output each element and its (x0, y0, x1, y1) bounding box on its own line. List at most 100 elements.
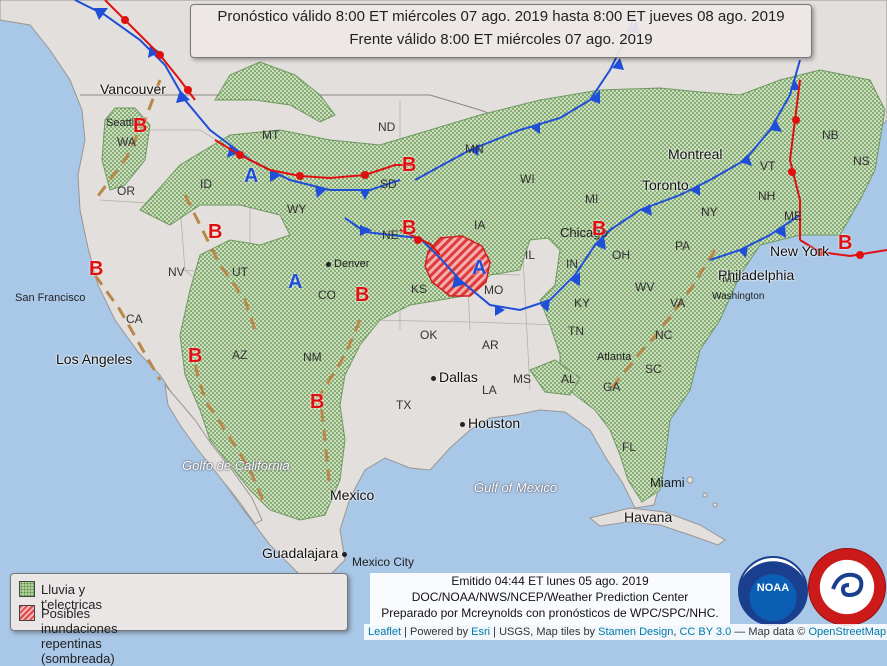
weather-map[interactable]: WA OR CA ID NV MT WY UT AZ CO NM ND SD N… (0, 0, 887, 640)
warm-front-atlantic (799, 239, 887, 258)
state-label-il: IL (525, 248, 536, 262)
state-label-tn: TN (568, 324, 584, 338)
city-label-dallas: Dallas (431, 370, 478, 384)
trough-california (93, 274, 162, 381)
high-pressure-colorado: A (288, 271, 303, 293)
state-label-oh: OH (612, 248, 630, 262)
city-label-havana: Havana (624, 509, 673, 525)
osm-link[interactable]: OpenStreetMap (808, 626, 887, 638)
warm-front-northeast (788, 79, 801, 240)
esri-link[interactable]: Esri (471, 626, 491, 638)
low-pressure-dakota: B (402, 154, 417, 176)
state-label-ny: NY (701, 205, 718, 219)
cold-front-east (709, 214, 801, 261)
nws-logo-icon[interactable] (808, 548, 886, 626)
city-label-philadelphia: Philadelphia (718, 267, 795, 283)
city-label-guadalajara: Guadalajara (262, 546, 350, 560)
land-baja (164, 383, 263, 525)
state-label-ns: NS (853, 154, 870, 168)
state-label-fl: FL (622, 440, 637, 454)
state-label-nh: NH (758, 189, 776, 203)
state-label-ga: GA (603, 380, 621, 394)
cold-front-northwest (74, 0, 401, 191)
flood-swatch-icon (19, 605, 35, 621)
low-pressure-texas: B (310, 391, 325, 413)
city-label-new-york: New York (770, 243, 830, 259)
low-pressure-arizona: B (188, 345, 203, 367)
issuing-agency: DOC/NOAA/NWS/NCEP/Weather Prediction Cen… (411, 590, 689, 604)
city-label-miami: Miami (650, 475, 685, 490)
state-label-sd: SD (380, 177, 397, 191)
state-label-co: CO (318, 288, 336, 302)
state-label-sc: SC (645, 362, 662, 376)
cold-front-pips (94, 8, 800, 316)
leaflet-link[interactable]: Leaflet (368, 626, 402, 638)
state-label-nm: NM (303, 350, 322, 364)
land-cuba (588, 507, 726, 546)
state-label-ok: OK (420, 328, 438, 342)
state-label-id: ID (200, 177, 212, 191)
legend-rain-label: Lluvia y t'electricas (41, 582, 103, 612)
rain-swatch-icon (19, 581, 35, 597)
stamen-link[interactable]: Stamen Design (598, 626, 674, 638)
city-label-atlanta: Atlanta (597, 351, 632, 363)
warm-front-plains (214, 139, 415, 180)
state-label-tx: TX (396, 398, 412, 412)
state-label-ne: NE (382, 228, 399, 242)
city-label-washington: Washington (712, 291, 765, 302)
state-label-wa: WA (117, 135, 136, 149)
legend-flood-label: Posibles inundaciones repentinas (sombre… (41, 606, 118, 666)
low-pressure-ohio: B (592, 218, 607, 240)
forecast-header: Pronóstico válido 8:00 ET miércoles 07 a… (190, 4, 812, 58)
warm-front-kansas (399, 229, 441, 256)
state-label-vt: VT (760, 159, 776, 173)
state-label-nv: NV (168, 265, 185, 279)
rain-area-main (139, 69, 886, 521)
noaa-logo-icon[interactable]: NOAA (738, 556, 808, 626)
water-label-gulf-california: Golfo de California (182, 458, 290, 473)
map-legend: Lluvia y t'electricas Posibles inundacio… (10, 573, 348, 666)
state-label-mn: MN (465, 142, 484, 156)
issued-time: Emitido 04:44 ET lunes 05 ago. 2019 (451, 574, 649, 588)
city-label-denver: Denver (326, 259, 369, 270)
cold-front-central (344, 217, 611, 312)
city-label-chicago: Chicago (560, 225, 608, 240)
state-label-la: LA (482, 383, 497, 397)
state-label-mi: MI (585, 192, 599, 206)
state-label-ar: AR (482, 338, 499, 352)
map-attribution: Leaflet | Powered by Esri | USGS, Map ti… (364, 624, 887, 640)
state-label-va: VA (670, 296, 686, 310)
state-label-al: AL (561, 372, 576, 386)
forecast-valid-line: Pronóstico válido 8:00 ET miércoles 07 a… (217, 8, 785, 25)
ccby-link[interactable]: CC BY 3.0 (679, 626, 732, 638)
issuance-info: Emitido 04:44 ET lunes 05 ago. 2019 DOC/… (370, 573, 730, 625)
state-label-wv: WV (635, 280, 655, 294)
state-label-ky: KY (574, 296, 591, 310)
map-canvas (0, 0, 887, 576)
warm-front-bumps (121, 16, 864, 259)
city-label-toronto: Toronto (642, 177, 689, 193)
state-label-mo: MO (484, 283, 504, 297)
state-label-in: IN (566, 257, 578, 271)
trough-carolinas (608, 249, 717, 391)
low-pressure-california: B (89, 258, 104, 280)
state-label-pa: PA (675, 239, 691, 253)
state-label-wi: WI (520, 172, 535, 186)
state-label-md: MD (722, 271, 741, 285)
state-label-or: OR (117, 184, 135, 198)
rain-area-northern-plains (214, 61, 336, 123)
high-pressure-missouri: A (472, 257, 487, 279)
high-pressure-montana: A (244, 165, 259, 187)
state-label-nc: NC (655, 328, 673, 342)
state-label-ks: KS (411, 282, 428, 296)
state-label-ut: UT (232, 265, 248, 279)
state-label-ia: IA (474, 218, 486, 232)
water-label-gulf-mexico: Gulf of Mexico (474, 480, 558, 495)
prepared-by: Preparado por Mcreynolds con pronósticos… (381, 606, 719, 620)
low-pressure-atlantic: B (838, 232, 853, 254)
state-label-ms: MS (513, 372, 531, 386)
state-label-wy: WY (287, 202, 307, 216)
rain-areas (101, 61, 886, 521)
nws-emblem-icon (831, 572, 864, 598)
state-label-mt: MT (262, 128, 280, 142)
